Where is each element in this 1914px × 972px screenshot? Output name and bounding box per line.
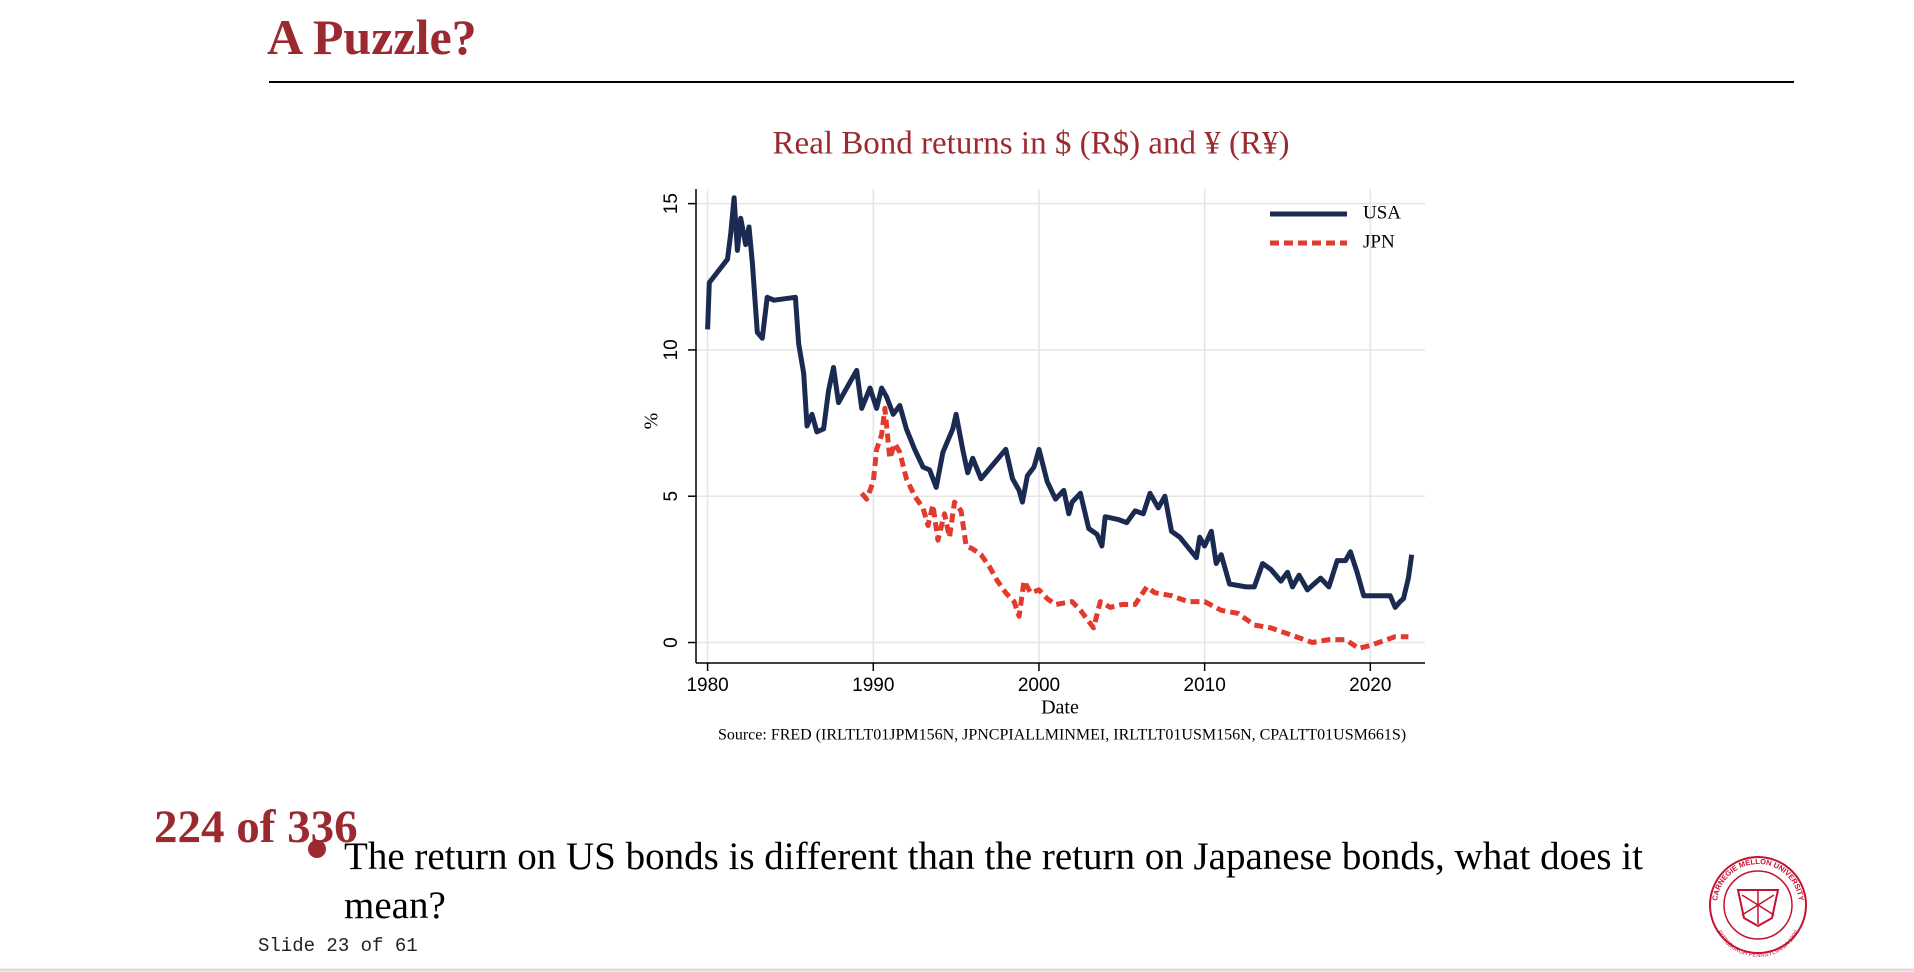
x-tick-label: 2000 [1018, 675, 1060, 696]
chart-title: Real Bond returns in $ (R$) and ¥ (R¥) [773, 126, 1290, 162]
x-tick-label: 2020 [1349, 675, 1391, 696]
slide-footer: Slide 23 of 61 [258, 935, 418, 957]
y-tick-label: 5 [661, 491, 682, 502]
logo-tartan [1741, 890, 1775, 924]
source-note: Source: FRED (IRLTLT01JPM156N, JPNCPIALL… [718, 727, 1406, 744]
series-line [705, 195, 1415, 610]
logo-text-path: PITTSBURGH PENNSYLVANIA 1900 [1716, 929, 1801, 959]
y-tick-label: 0 [661, 637, 682, 648]
legend-label: USA [1363, 202, 1401, 223]
x-tick-label: 1980 [686, 675, 728, 696]
slide-counter: 224 of 336 [154, 801, 358, 853]
x-tick-label: 2010 [1184, 675, 1226, 696]
x-axis-label: Date [1041, 697, 1079, 719]
logo-ring [1723, 870, 1793, 940]
bullet-text: The return on US bonds is different than… [344, 835, 1643, 927]
logo-text: PITTSBURGH PENNSYLVANIA 1900 [1716, 929, 1801, 959]
legend-label: JPN [1363, 231, 1395, 252]
series-line [859, 405, 1409, 651]
logo-ring [1709, 856, 1807, 954]
x-tick-label: 1990 [852, 675, 894, 696]
y-tick-label: 15 [661, 193, 682, 214]
bullet-dot [308, 840, 326, 858]
slide-title: A Puzzle? [267, 9, 477, 65]
logo-shield [1736, 889, 1780, 928]
y-tick-label: 10 [661, 339, 682, 360]
y-axis-label: % [641, 413, 663, 430]
